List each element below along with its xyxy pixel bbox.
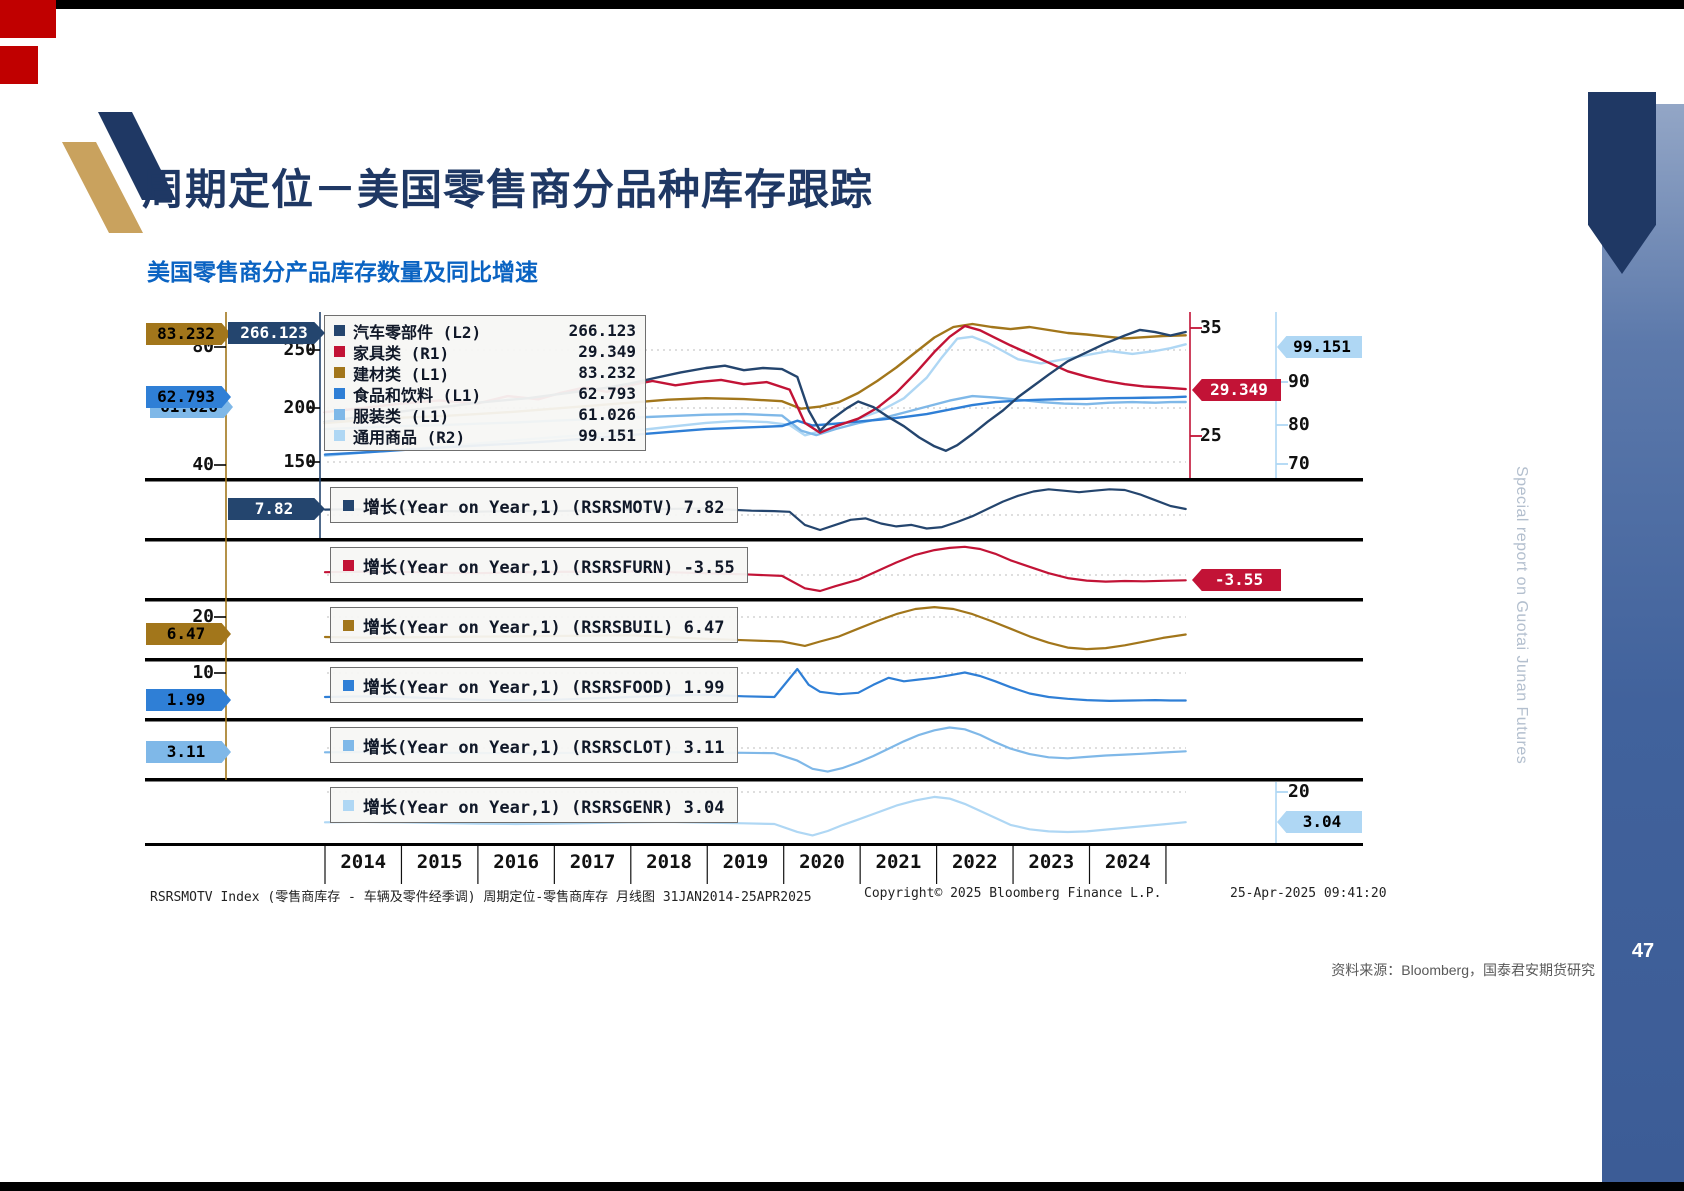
furniture-yoy-tag: -3.55 — [1192, 569, 1281, 591]
legend-yoy-clot: 增长(Year on Year,1) (RSRSCLOT) 3.11 — [330, 727, 738, 763]
x-axis-tick-label: 2021 — [875, 851, 922, 873]
legend-yoy-food: 增长(Year on Year,1) (RSRSFOOD) 1.99 — [330, 667, 738, 703]
axis-label-r1-35: 35 — [1200, 317, 1222, 338]
legend-yoy-furn: 增长(Year on Year,1) (RSRSFURN) -3.55 — [330, 547, 748, 583]
axis-label-r2-80: 80 — [1288, 414, 1310, 435]
axis-label-p4-20: 20 — [192, 606, 214, 627]
logo-mark — [62, 112, 176, 233]
legend-label: 增长(Year on Year,1) (RSRSMOTV) 7.82 — [363, 497, 725, 518]
x-axis-tick-label: 2015 — [416, 851, 463, 873]
sidebar-vertical-text: Special report on Guotai Junan Futures — [1513, 466, 1530, 765]
x-axis-tick-label: 2023 — [1028, 851, 1075, 873]
legend-swatch-icon — [334, 430, 345, 441]
corner-red-block-2 — [0, 46, 38, 84]
main-legend: 汽车零部件 (L2) 266.123 家具类 (R1) 29.349 建材类 (… — [324, 315, 646, 451]
legend-swatch-icon — [334, 367, 345, 378]
legend-swatch-icon — [334, 409, 345, 420]
bottom-border-bar — [0, 1182, 1684, 1191]
corner-red-block-1 — [0, 0, 56, 38]
legend-swatch-icon — [343, 799, 354, 811]
chart-footer-timestamp: 25-Apr-2025 09:41:20 — [1230, 886, 1387, 901]
legend-item: 汽车零部件 (L2) 266.123 — [334, 320, 636, 342]
legend-yoy-genr: 增长(Year on Year,1) (RSRSGENR) 3.04 — [330, 787, 738, 823]
x-axis-tick-label: 2017 — [569, 851, 616, 873]
legend-item: 食品和饮料 (L1) 62.793 — [334, 383, 636, 405]
legend-value: 61.026 — [578, 405, 636, 424]
legend-value: 62.793 — [578, 384, 636, 403]
legend-item: 通用商品 (R2) 99.151 — [334, 425, 636, 447]
legend-item: 家具类 (R1) 29.349 — [334, 341, 636, 363]
legend-value: 83.232 — [578, 363, 636, 382]
axis-label-r1-25: 25 — [1200, 425, 1222, 446]
x-axis-tick-label: 2016 — [493, 851, 540, 873]
chart-footer-left: RSRSMOTV Index (零售商库存 - 车辆及零件经季调) 周期定位-零… — [150, 890, 812, 905]
food-level-tag: 62.793 — [146, 386, 231, 408]
legend-swatch-icon — [343, 619, 354, 631]
legend-label: 服装类 (L1) — [353, 406, 450, 426]
axis-label-r2-90: 90 — [1288, 371, 1310, 392]
legend-value: 266.123 — [568, 321, 636, 340]
legend-label: 建材类 (L1) — [353, 364, 450, 384]
axis-label-l2-200: 200 — [283, 397, 316, 418]
axis-label-l2-150: 150 — [283, 451, 316, 472]
legend-label: 汽车零部件 (L2) — [353, 322, 482, 342]
x-axis-tick-label: 2014 — [340, 851, 387, 873]
x-axis: 2014 2015 2016 2017 2018 2019 2020 2021 2022 2023… — [325, 851, 1166, 873]
legend-swatch-icon — [334, 325, 345, 336]
food-yoy-tag: 1.99 — [146, 689, 231, 711]
building-materials-yoy-tag: 6.47 — [146, 623, 231, 645]
legend-label: 通用商品 (R2) — [353, 427, 466, 447]
legend-label: 家具类 (R1) — [353, 343, 450, 363]
page-number: 47 — [1631, 940, 1655, 962]
legend-swatch-icon — [334, 346, 345, 357]
axis-label-p5-10: 10 — [192, 662, 214, 683]
clothing-yoy-tag: 3.11 — [146, 741, 231, 763]
page-title: 周期定位－美国零售商分品种库存跟踪 — [142, 166, 874, 213]
legend-label: 增长(Year on Year,1) (RSRSGENR) 3.04 — [363, 797, 725, 818]
legend-swatch-icon — [343, 739, 354, 751]
legend-swatch-icon — [343, 499, 354, 511]
x-axis-tick-label: 2020 — [799, 851, 845, 873]
legend-label: 增长(Year on Year,1) (RSRSFURN) -3.55 — [363, 557, 735, 578]
legend-swatch-icon — [343, 679, 354, 691]
building-materials-level-tag: 83.232 — [146, 323, 231, 345]
sidebar-band — [1602, 104, 1684, 1191]
legend-swatch-icon — [343, 559, 354, 571]
legend-label: 增长(Year on Year,1) (RSRSFOOD) 1.99 — [363, 677, 725, 698]
axis-label-l2-250: 250 — [283, 339, 316, 360]
chart-title: 美国零售商分产品库存数量及同比增速 — [147, 259, 538, 285]
general-merch-level-tag: 99.151 — [1277, 336, 1362, 358]
furniture-level-tag: 29.349 — [1192, 379, 1281, 401]
general-merch-yoy-tag: 3.04 — [1277, 811, 1362, 833]
chart-footer-copyright: Copyright© 2025 Bloomberg Finance L.P. — [864, 886, 1162, 901]
legend-label: 食品和饮料 (L1) — [353, 385, 482, 405]
x-axis-tick-label: 2024 — [1104, 851, 1151, 873]
x-axis-tick-label: 2019 — [722, 851, 769, 873]
legend-label: 增长(Year on Year,1) (RSRSBUIL) 6.47 — [363, 617, 725, 638]
legend-swatch-icon — [334, 388, 345, 399]
top-border-bar — [0, 0, 1684, 9]
motor-vehicle-yoy-tag: 7.82 — [228, 498, 325, 520]
legend-value: 99.151 — [578, 426, 636, 445]
x-axis-tick-label: 2022 — [951, 851, 998, 873]
legend-label: 增长(Year on Year,1) (RSRSCLOT) 3.11 — [363, 737, 725, 758]
legend-yoy-buil: 增长(Year on Year,1) (RSRSBUIL) 6.47 — [330, 607, 738, 643]
axis-label-r2-70: 70 — [1288, 453, 1310, 474]
axis-label-l1-40: 40 — [192, 454, 214, 475]
legend-item: 服装类 (L1) 61.026 — [334, 404, 636, 426]
legend-yoy-motv: 增长(Year on Year,1) (RSRSMOTV) 7.82 — [330, 487, 738, 523]
axis-label-p7-20: 20 — [1288, 781, 1310, 802]
legend-item: 建材类 (L1) 83.232 — [334, 362, 636, 384]
x-axis-tick-label: 2018 — [646, 851, 692, 873]
source-note: 资料来源：Bloomberg，国泰君安期货研究 — [1331, 962, 1595, 978]
motor-vehicle-level-tag: 266.123 — [228, 322, 325, 344]
legend-value: 29.349 — [578, 342, 636, 361]
